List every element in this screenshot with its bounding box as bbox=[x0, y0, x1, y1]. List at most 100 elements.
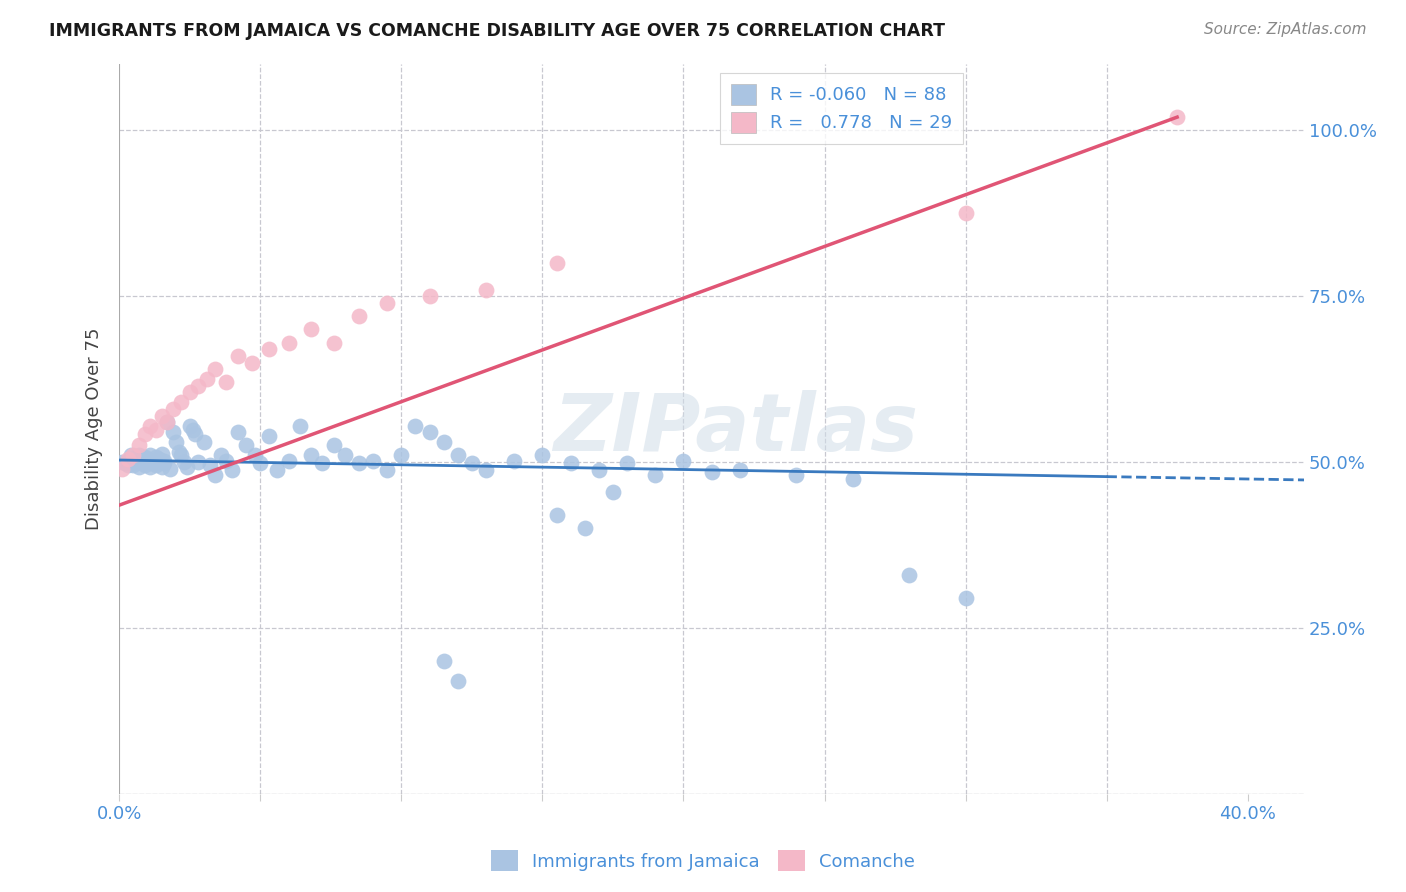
Point bbox=[447, 673, 470, 688]
Point bbox=[204, 362, 226, 376]
Point bbox=[145, 450, 167, 464]
Point bbox=[311, 456, 333, 470]
Point bbox=[347, 456, 370, 470]
Point bbox=[150, 409, 173, 423]
Point bbox=[333, 449, 356, 463]
Point bbox=[322, 335, 344, 350]
Point bbox=[546, 256, 568, 270]
Point bbox=[560, 456, 582, 470]
Y-axis label: Disability Age Over 75: Disability Age Over 75 bbox=[86, 327, 103, 530]
Point bbox=[277, 453, 299, 467]
Point bbox=[1166, 110, 1188, 124]
Point bbox=[419, 289, 441, 303]
Point bbox=[170, 395, 193, 409]
Point bbox=[117, 458, 139, 473]
Point bbox=[153, 453, 176, 467]
Point bbox=[375, 463, 398, 477]
Point bbox=[433, 435, 456, 450]
Point bbox=[136, 455, 159, 469]
Point bbox=[841, 472, 863, 486]
Point bbox=[128, 438, 150, 452]
Point bbox=[226, 425, 249, 440]
Point bbox=[134, 458, 156, 473]
Point bbox=[114, 456, 136, 470]
Point bbox=[176, 460, 198, 475]
Point bbox=[531, 449, 554, 463]
Point bbox=[181, 423, 204, 437]
Point bbox=[156, 415, 179, 429]
Point bbox=[173, 455, 195, 469]
Point bbox=[240, 355, 263, 369]
Point bbox=[574, 521, 596, 535]
Point bbox=[672, 453, 695, 467]
Point bbox=[257, 343, 280, 357]
Point bbox=[195, 372, 218, 386]
Point bbox=[347, 309, 370, 323]
Point bbox=[475, 283, 498, 297]
Point bbox=[187, 455, 209, 469]
Point bbox=[142, 453, 165, 467]
Text: Source: ZipAtlas.com: Source: ZipAtlas.com bbox=[1204, 22, 1367, 37]
Point bbox=[156, 415, 179, 429]
Point bbox=[215, 453, 238, 467]
Point bbox=[249, 456, 271, 470]
Point bbox=[955, 591, 977, 605]
Point bbox=[226, 349, 249, 363]
Point bbox=[898, 567, 921, 582]
Point bbox=[503, 453, 526, 467]
Point bbox=[148, 451, 170, 466]
Point bbox=[215, 376, 238, 390]
Point bbox=[235, 438, 257, 452]
Point bbox=[148, 455, 170, 469]
Point bbox=[955, 206, 977, 220]
Point bbox=[361, 453, 384, 467]
Point bbox=[616, 456, 638, 470]
Point bbox=[193, 435, 215, 450]
Point bbox=[447, 449, 470, 463]
Point bbox=[475, 463, 498, 477]
Point bbox=[162, 425, 184, 440]
Point bbox=[221, 463, 243, 477]
Text: IMMIGRANTS FROM JAMAICA VS COMANCHE DISABILITY AGE OVER 75 CORRELATION CHART: IMMIGRANTS FROM JAMAICA VS COMANCHE DISA… bbox=[49, 22, 945, 40]
Point bbox=[131, 453, 153, 467]
Legend: Immigrants from Jamaica, Comanche: Immigrants from Jamaica, Comanche bbox=[484, 843, 922, 879]
Point bbox=[700, 465, 723, 479]
Point bbox=[139, 460, 162, 475]
Point bbox=[122, 451, 145, 466]
Point bbox=[139, 449, 162, 463]
Legend: R = -0.060   N = 88, R =   0.778   N = 29: R = -0.060 N = 88, R = 0.778 N = 29 bbox=[720, 73, 963, 144]
Text: ZIPatlas: ZIPatlas bbox=[553, 390, 918, 468]
Point bbox=[134, 427, 156, 442]
Point bbox=[433, 654, 456, 668]
Point bbox=[602, 484, 624, 499]
Point bbox=[120, 451, 142, 466]
Point bbox=[162, 401, 184, 416]
Point bbox=[131, 456, 153, 470]
Point bbox=[167, 445, 190, 459]
Point bbox=[117, 453, 139, 467]
Point bbox=[111, 455, 134, 469]
Point bbox=[257, 428, 280, 442]
Point bbox=[375, 296, 398, 310]
Point bbox=[165, 435, 187, 450]
Point bbox=[117, 451, 139, 466]
Point bbox=[644, 468, 666, 483]
Point bbox=[142, 456, 165, 470]
Point bbox=[243, 449, 266, 463]
Point bbox=[187, 378, 209, 392]
Point bbox=[150, 460, 173, 475]
Point bbox=[136, 451, 159, 466]
Point bbox=[184, 427, 207, 442]
Point bbox=[322, 438, 344, 452]
Point bbox=[209, 449, 232, 463]
Point bbox=[179, 385, 201, 400]
Point bbox=[405, 418, 427, 433]
Point bbox=[150, 447, 173, 461]
Point bbox=[159, 461, 181, 475]
Point bbox=[299, 449, 322, 463]
Point bbox=[204, 468, 226, 483]
Point bbox=[125, 455, 148, 469]
Point bbox=[419, 425, 441, 440]
Point bbox=[125, 450, 148, 464]
Point bbox=[134, 450, 156, 464]
